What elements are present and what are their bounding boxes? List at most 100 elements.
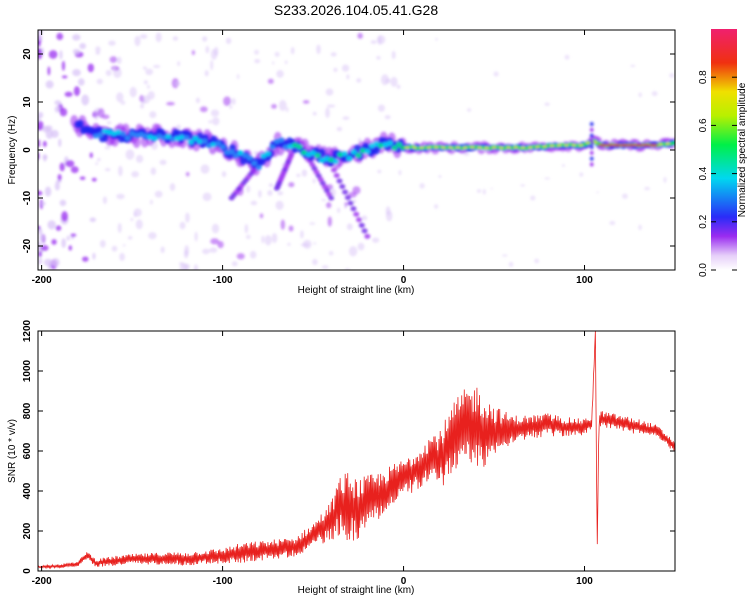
noise-blob — [149, 111, 157, 119]
noise-blob — [290, 46, 295, 55]
noise-blob — [145, 68, 154, 76]
noise-blob — [463, 152, 470, 156]
noise-blob — [579, 172, 584, 177]
noise-blob — [150, 167, 157, 175]
ridge-core — [377, 143, 384, 149]
ridge-peak — [404, 146, 410, 149]
noise-blob — [321, 198, 327, 202]
ridge-core — [138, 132, 145, 138]
noise-blob — [325, 88, 334, 96]
noise-blob — [361, 215, 368, 221]
ridge-halo — [132, 136, 141, 149]
noise-blob — [490, 187, 493, 190]
noise-blob — [171, 78, 179, 89]
noise-blob — [357, 242, 365, 251]
ridge-peak — [426, 146, 432, 149]
streak-blob — [344, 195, 351, 201]
noise-blob — [482, 188, 486, 195]
noise-blob — [179, 221, 186, 230]
noise-blob — [356, 78, 362, 83]
noise-blob — [92, 252, 96, 260]
heatmap-x-label: Height of straight line (km) — [298, 285, 415, 296]
noise-blob — [236, 74, 240, 80]
noise-blob — [267, 190, 273, 196]
ridge-core — [671, 141, 675, 145]
noise-blob — [119, 252, 125, 261]
heatmap-y-tick-label: -10 — [22, 190, 33, 205]
noise-blob — [342, 116, 350, 120]
noise-blob — [99, 240, 106, 248]
noise-blob — [56, 32, 64, 41]
ridge-core — [101, 128, 108, 134]
noise-blob — [59, 107, 68, 117]
ridge-peak — [626, 144, 637, 147]
noise-blob — [271, 104, 277, 109]
noise-blob — [302, 100, 310, 104]
noise-blob — [467, 108, 472, 112]
noise-blob — [59, 199, 67, 207]
noise-blob — [65, 160, 75, 168]
ridge-core — [305, 151, 312, 157]
ridge-core — [368, 143, 375, 149]
noise-blob — [330, 52, 337, 57]
noise-blob — [267, 78, 274, 84]
noise-blob — [38, 250, 42, 258]
ridge-peak — [585, 141, 591, 144]
noise-blob — [143, 66, 147, 70]
noise-blob — [209, 247, 218, 253]
noise-blob — [38, 48, 42, 52]
ridge-core — [242, 152, 249, 158]
ridge-core — [391, 145, 398, 151]
ridge-core — [260, 153, 267, 159]
noise-blob — [419, 183, 425, 189]
noise-blob — [108, 40, 116, 46]
noise-blob — [51, 239, 57, 245]
noise-blob — [312, 258, 318, 266]
noise-blob — [357, 32, 363, 39]
ridge-peak — [419, 146, 425, 149]
ridge-core — [237, 150, 244, 156]
noise-blob — [493, 71, 499, 77]
noise-blob — [43, 258, 53, 267]
snr-x-tick-label: 100 — [576, 576, 593, 587]
ridge-peak — [571, 144, 577, 147]
ridge-core — [233, 152, 240, 158]
ridge-core — [183, 135, 190, 141]
noise-blob — [153, 64, 161, 69]
noise-blob — [116, 56, 122, 65]
ridge-core — [346, 155, 353, 161]
streak-blob — [328, 195, 335, 201]
noise-blob — [70, 233, 77, 237]
noise-blob — [278, 99, 287, 111]
ridge-core — [106, 129, 113, 135]
noise-blob — [250, 200, 258, 206]
ridge-core — [151, 135, 158, 141]
ridge-peak — [513, 146, 519, 149]
colorbar-label: Normalized spectral amplitude — [737, 82, 748, 217]
ridge-peak — [612, 144, 623, 147]
noise-blob — [621, 193, 628, 199]
noise-blob — [134, 35, 141, 47]
ridge-core — [328, 157, 335, 163]
ridge-core — [359, 148, 366, 154]
noise-blob — [280, 219, 286, 230]
noise-blob — [48, 50, 58, 59]
ridge-core — [291, 142, 298, 148]
noise-blob — [91, 177, 97, 182]
noise-blob — [102, 196, 108, 205]
noise-blob — [81, 94, 90, 106]
noise-blob — [135, 219, 143, 230]
noise-blob — [205, 45, 210, 54]
noise-blob — [285, 106, 289, 113]
noise-blob — [146, 84, 150, 89]
noise-blob — [264, 235, 272, 246]
snr-series-line — [38, 331, 675, 570]
noise-blob — [385, 206, 391, 216]
noise-blob — [229, 104, 233, 110]
spike-blob — [589, 133, 594, 138]
noise-blob — [344, 205, 347, 209]
noise-blob — [54, 100, 62, 106]
ridge-core — [314, 153, 321, 159]
spike-blob — [589, 139, 594, 144]
